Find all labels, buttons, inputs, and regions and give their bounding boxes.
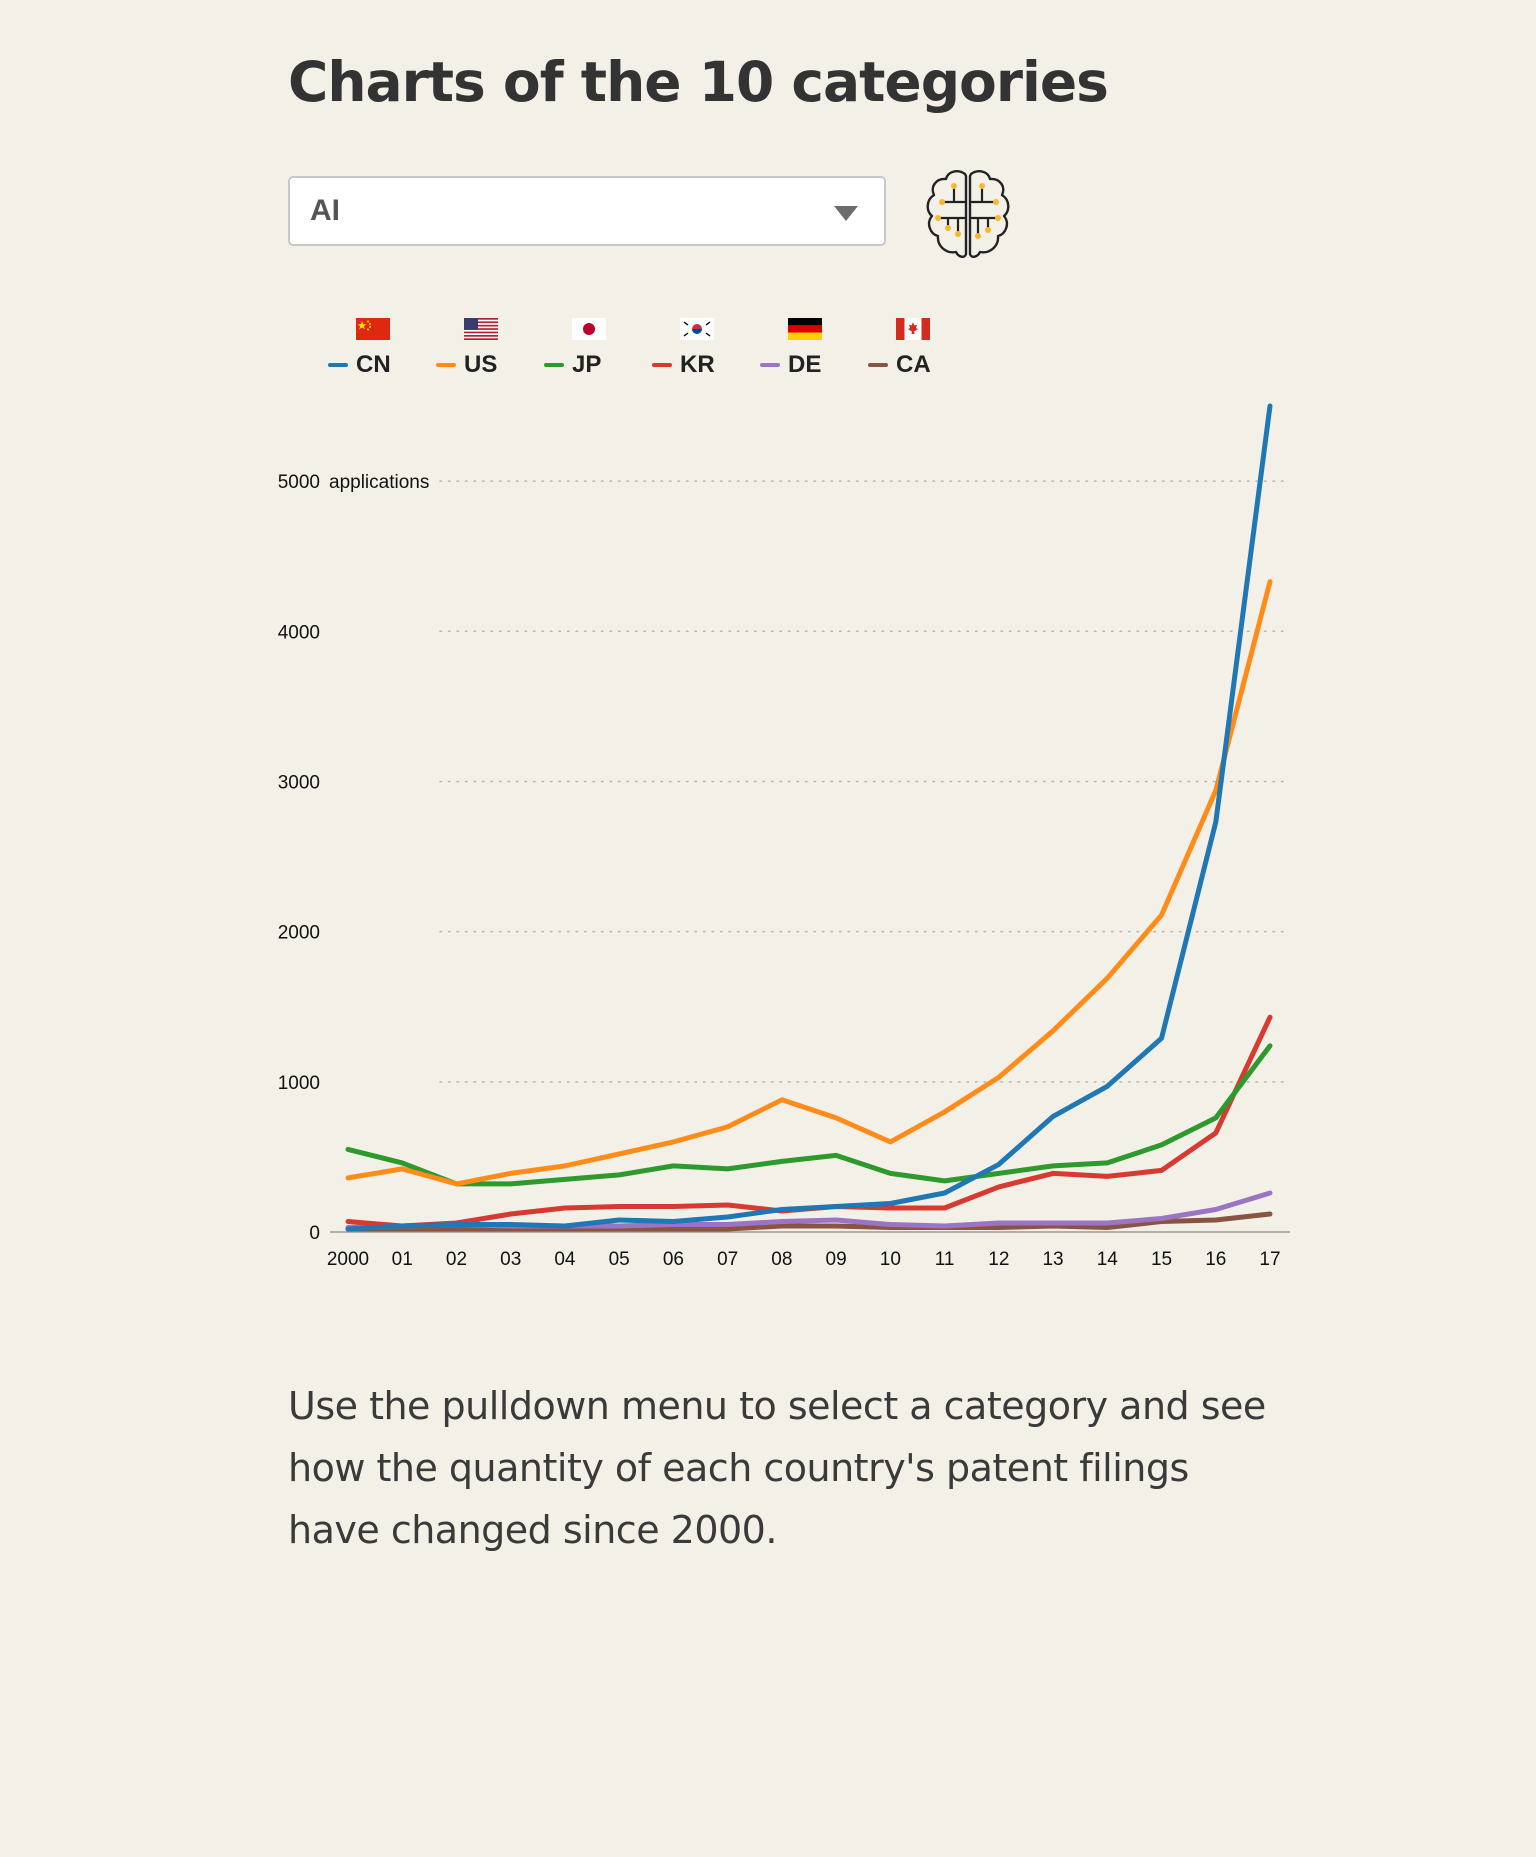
legend-item-us[interactable]: US [436, 318, 546, 378]
korea-flag-icon [680, 318, 714, 340]
x-tick-label: 09 [826, 1249, 847, 1270]
legend-swatch [868, 363, 888, 367]
x-tick-label: 03 [500, 1249, 521, 1270]
chart-legend: CN US JP [0, 318, 1536, 378]
y-unit-label: applications [329, 472, 429, 493]
legend-item-cn[interactable]: CN [328, 318, 438, 378]
series-line-kr [345, 1014, 1273, 1229]
x-tick-label: 10 [880, 1249, 901, 1270]
x-tick-label: 01 [392, 1249, 413, 1270]
y-tick-label: 3000 [278, 772, 320, 793]
china-flag-icon [356, 318, 390, 340]
x-tick-label: 15 [1151, 1249, 1172, 1270]
legend-label: JP [572, 351, 602, 378]
legend-label: CA [896, 351, 931, 378]
x-tick-label: 04 [554, 1249, 576, 1270]
y-tick-label: 1000 [278, 1073, 320, 1094]
y-tick-label: 2000 [278, 923, 320, 944]
x-tick-label: 11 [935, 1249, 955, 1270]
dropdown-selected-value: AI [310, 194, 340, 227]
line-chart: 0 1000 2000 3000 4000 5000 applications 2000 01 0… [278, 403, 1291, 1270]
x-tick-label: 08 [771, 1249, 792, 1270]
series-line-us [345, 579, 1273, 1187]
legend-swatch [652, 363, 672, 367]
series-line-ca [345, 1211, 1273, 1232]
x-tick-label: 12 [988, 1249, 1009, 1270]
y-tick-label: 5000 [278, 472, 320, 493]
legend-swatch [436, 363, 456, 367]
legend-label: CN [356, 351, 391, 378]
usa-flag-icon [464, 318, 498, 340]
legend-item-kr[interactable]: KR [652, 318, 762, 378]
legend-item-ca[interactable]: CA [868, 318, 978, 378]
description-text: Use the pulldown menu to select a catego… [288, 1384, 1266, 1552]
x-tick-label: 2000 [327, 1249, 369, 1270]
brain-circuit-icon [926, 170, 1010, 258]
x-tick-label: 17 [1259, 1249, 1280, 1270]
series-line-cn [345, 403, 1273, 1232]
legend-label: KR [680, 351, 715, 378]
x-tick-label: 05 [609, 1249, 630, 1270]
germany-flag-icon [788, 318, 822, 340]
caret-down-icon [834, 206, 858, 221]
x-tick-label: 13 [1042, 1249, 1063, 1270]
y-tick-label: 0 [309, 1223, 320, 1244]
legend-label: US [464, 351, 498, 378]
x-tick-label: 07 [717, 1249, 738, 1270]
japan-flag-icon [572, 318, 606, 340]
legend-swatch [760, 363, 780, 367]
canada-flag-icon [896, 318, 930, 340]
legend-swatch [544, 363, 564, 367]
category-dropdown[interactable]: AI [288, 176, 886, 246]
legend-label: DE [788, 351, 822, 378]
y-tick-label: 4000 [278, 622, 320, 643]
x-tick-label: 06 [663, 1249, 684, 1270]
legend-swatch [328, 363, 348, 367]
x-tick-label: 02 [446, 1249, 467, 1270]
x-tick-label: 14 [1097, 1249, 1119, 1270]
legend-item-de[interactable]: DE [760, 318, 870, 378]
series-line-jp [345, 1043, 1273, 1187]
x-tick-label: 16 [1205, 1249, 1226, 1270]
page-title: Charts of the 10 categories [288, 50, 1109, 114]
legend-item-jp[interactable]: JP [544, 318, 654, 378]
